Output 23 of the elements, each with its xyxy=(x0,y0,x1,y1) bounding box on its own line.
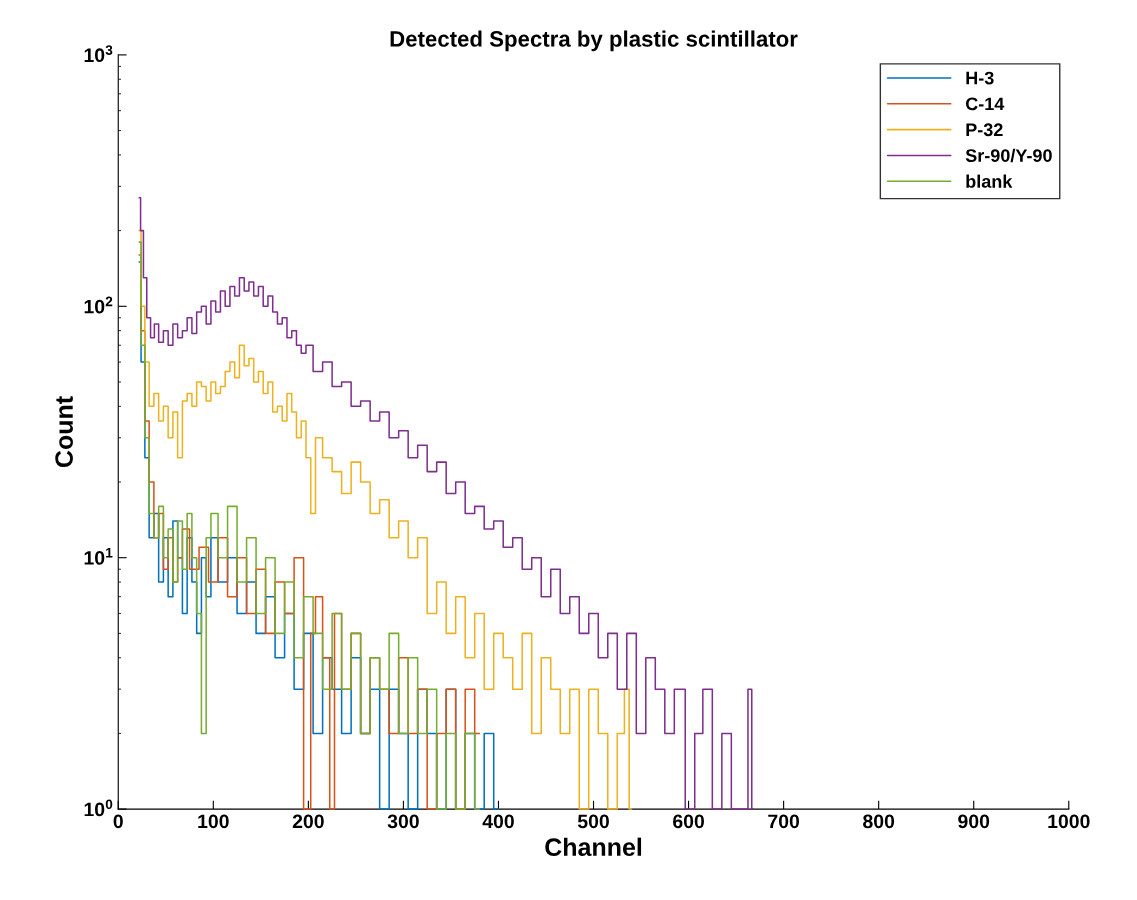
y-tick-label: 10$^{1}$ xyxy=(84,548,113,565)
legend-label: blank xyxy=(966,174,1013,188)
legend-label: Sr-90/Y-90 xyxy=(965,148,1052,163)
x-tick-label: 600 xyxy=(673,814,704,829)
y-tick-label: 10$^{0}$ xyxy=(84,799,113,817)
legend-label: C-14 xyxy=(965,97,1005,111)
x-tick-label: 200 xyxy=(292,814,324,829)
legend-label: H-3 xyxy=(966,71,994,85)
x-tick-label: 800 xyxy=(863,814,895,829)
x-tick-label: 400 xyxy=(482,814,514,829)
x-tick-label: 700 xyxy=(768,814,800,829)
x-tick-label: 0 xyxy=(113,814,123,829)
legend-label: P-32 xyxy=(966,123,1003,137)
x-tick-label: 500 xyxy=(577,814,609,829)
y-tick-label: 10$^{3}$ xyxy=(84,45,113,63)
x-tick-label: 1000 xyxy=(1048,814,1090,829)
chart-title: Detected Spectra by plastic scintillator xyxy=(390,30,798,52)
x-tick-label: 300 xyxy=(387,814,419,829)
x-tick-label: 100 xyxy=(198,814,229,829)
y-axis-title: Count xyxy=(55,396,73,468)
x-tick-label: 900 xyxy=(958,814,990,829)
x-axis-title: Channel xyxy=(545,837,642,857)
y-tick-label: 10$^{2}$ xyxy=(84,296,113,314)
